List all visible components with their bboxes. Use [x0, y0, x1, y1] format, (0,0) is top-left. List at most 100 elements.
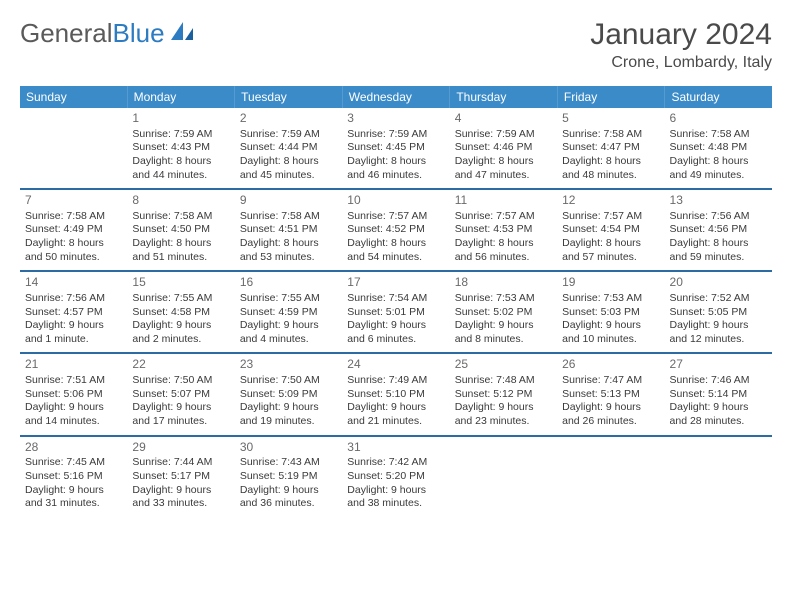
day-header-cell: Thursday [450, 86, 558, 108]
daylight-text: and 1 minute. [25, 333, 122, 347]
daylight-text: Daylight: 9 hours [240, 401, 337, 415]
sunrise-text: Sunrise: 7:56 AM [25, 292, 122, 306]
sunrise-text: Sunrise: 7:44 AM [132, 456, 229, 470]
daylight-text: and 46 minutes. [347, 169, 444, 183]
daylight-text: and 36 minutes. [240, 497, 337, 511]
week-row: 14Sunrise: 7:56 AMSunset: 4:57 PMDayligh… [20, 272, 772, 354]
day-cell: 26Sunrise: 7:47 AMSunset: 5:13 PMDayligh… [557, 354, 664, 434]
sunrise-text: Sunrise: 7:51 AM [25, 374, 122, 388]
daylight-text: and 48 minutes. [562, 169, 659, 183]
day-number: 19 [562, 275, 659, 291]
logo: GeneralBlue [20, 18, 195, 49]
day-number: 25 [455, 357, 552, 373]
sunset-text: Sunset: 4:52 PM [347, 223, 444, 237]
sunset-text: Sunset: 4:54 PM [562, 223, 659, 237]
daylight-text: Daylight: 8 hours [132, 237, 229, 251]
sunrise-text: Sunrise: 7:59 AM [347, 128, 444, 142]
daylight-text: Daylight: 8 hours [562, 155, 659, 169]
day-cell: 29Sunrise: 7:44 AMSunset: 5:17 PMDayligh… [127, 437, 234, 517]
day-number: 26 [562, 357, 659, 373]
daylight-text: Daylight: 9 hours [25, 401, 122, 415]
day-header-cell: Monday [128, 86, 236, 108]
day-cell: 13Sunrise: 7:56 AMSunset: 4:56 PMDayligh… [665, 190, 772, 270]
sunset-text: Sunset: 4:48 PM [670, 141, 767, 155]
sail-icon [169, 18, 195, 49]
week-row: 7Sunrise: 7:58 AMSunset: 4:49 PMDaylight… [20, 190, 772, 272]
sunset-text: Sunset: 4:47 PM [562, 141, 659, 155]
daylight-text: and 8 minutes. [455, 333, 552, 347]
daylight-text: and 47 minutes. [455, 169, 552, 183]
day-header-cell: Wednesday [343, 86, 451, 108]
day-cell: 1Sunrise: 7:59 AMSunset: 4:43 PMDaylight… [127, 108, 234, 188]
day-header-cell: Friday [558, 86, 666, 108]
week-row: 28Sunrise: 7:45 AMSunset: 5:16 PMDayligh… [20, 437, 772, 517]
daylight-text: Daylight: 8 hours [240, 155, 337, 169]
sunrise-text: Sunrise: 7:55 AM [132, 292, 229, 306]
daylight-text: and 33 minutes. [132, 497, 229, 511]
daylight-text: and 57 minutes. [562, 251, 659, 265]
day-cell: 4Sunrise: 7:59 AMSunset: 4:46 PMDaylight… [450, 108, 557, 188]
daylight-text: and 31 minutes. [25, 497, 122, 511]
daylight-text: and 54 minutes. [347, 251, 444, 265]
day-cell: 2Sunrise: 7:59 AMSunset: 4:44 PMDaylight… [235, 108, 342, 188]
header: GeneralBlue January 2024 Crone, Lombardy… [20, 18, 772, 72]
sunset-text: Sunset: 4:43 PM [132, 141, 229, 155]
sunset-text: Sunset: 4:46 PM [455, 141, 552, 155]
sunrise-text: Sunrise: 7:55 AM [240, 292, 337, 306]
day-number: 23 [240, 357, 337, 373]
sunset-text: Sunset: 4:53 PM [455, 223, 552, 237]
daylight-text: Daylight: 8 hours [240, 237, 337, 251]
daylight-text: and 49 minutes. [670, 169, 767, 183]
day-header-cell: Tuesday [235, 86, 343, 108]
day-header-cell: Sunday [20, 86, 128, 108]
sunset-text: Sunset: 5:10 PM [347, 388, 444, 402]
day-number: 20 [670, 275, 767, 291]
day-cell: 18Sunrise: 7:53 AMSunset: 5:02 PMDayligh… [450, 272, 557, 352]
daylight-text: and 26 minutes. [562, 415, 659, 429]
daylight-text: Daylight: 8 hours [347, 237, 444, 251]
daylight-text: and 17 minutes. [132, 415, 229, 429]
sunrise-text: Sunrise: 7:49 AM [347, 374, 444, 388]
daylight-text: Daylight: 9 hours [562, 319, 659, 333]
day-cell: 6Sunrise: 7:58 AMSunset: 4:48 PMDaylight… [665, 108, 772, 188]
sunrise-text: Sunrise: 7:53 AM [562, 292, 659, 306]
day-cell: 8Sunrise: 7:58 AMSunset: 4:50 PMDaylight… [127, 190, 234, 270]
day-cell: 11Sunrise: 7:57 AMSunset: 4:53 PMDayligh… [450, 190, 557, 270]
sunset-text: Sunset: 4:49 PM [25, 223, 122, 237]
daylight-text: and 38 minutes. [347, 497, 444, 511]
day-cell [450, 437, 557, 517]
day-number: 24 [347, 357, 444, 373]
day-number: 5 [562, 111, 659, 127]
day-number: 27 [670, 357, 767, 373]
daylight-text: and 53 minutes. [240, 251, 337, 265]
daylight-text: Daylight: 9 hours [455, 401, 552, 415]
day-number: 3 [347, 111, 444, 127]
sunrise-text: Sunrise: 7:47 AM [562, 374, 659, 388]
sunrise-text: Sunrise: 7:54 AM [347, 292, 444, 306]
daylight-text: and 21 minutes. [347, 415, 444, 429]
day-cell [665, 437, 772, 517]
day-cell: 3Sunrise: 7:59 AMSunset: 4:45 PMDaylight… [342, 108, 449, 188]
sunset-text: Sunset: 5:03 PM [562, 306, 659, 320]
daylight-text: Daylight: 9 hours [132, 319, 229, 333]
day-cell: 21Sunrise: 7:51 AMSunset: 5:06 PMDayligh… [20, 354, 127, 434]
sunrise-text: Sunrise: 7:48 AM [455, 374, 552, 388]
sunset-text: Sunset: 4:44 PM [240, 141, 337, 155]
daylight-text: Daylight: 9 hours [347, 484, 444, 498]
daylight-text: and 14 minutes. [25, 415, 122, 429]
sunset-text: Sunset: 5:19 PM [240, 470, 337, 484]
daylight-text: and 56 minutes. [455, 251, 552, 265]
logo-text-general: General [20, 18, 113, 49]
daylight-text: Daylight: 8 hours [455, 155, 552, 169]
daylight-text: and 44 minutes. [132, 169, 229, 183]
sunrise-text: Sunrise: 7:50 AM [240, 374, 337, 388]
daylight-text: Daylight: 9 hours [25, 319, 122, 333]
daylight-text: Daylight: 9 hours [670, 401, 767, 415]
day-cell: 9Sunrise: 7:58 AMSunset: 4:51 PMDaylight… [235, 190, 342, 270]
weeks-container: 1Sunrise: 7:59 AMSunset: 4:43 PMDaylight… [20, 108, 772, 517]
daylight-text: Daylight: 9 hours [562, 401, 659, 415]
daylight-text: Daylight: 9 hours [132, 401, 229, 415]
day-cell: 25Sunrise: 7:48 AMSunset: 5:12 PMDayligh… [450, 354, 557, 434]
day-number: 2 [240, 111, 337, 127]
sunset-text: Sunset: 5:01 PM [347, 306, 444, 320]
